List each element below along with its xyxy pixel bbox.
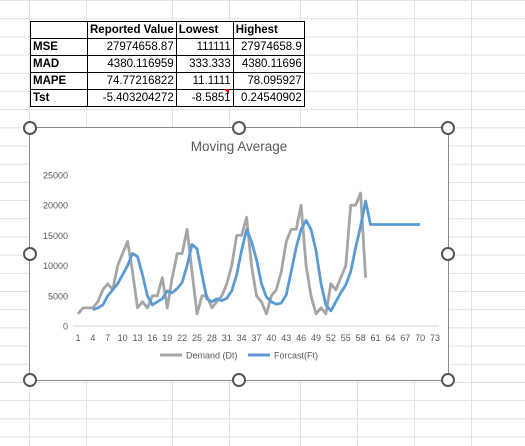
cell-highest[interactable]: 4380.11696 <box>232 55 305 73</box>
cell-lowest[interactable]: 333.333 <box>175 55 234 73</box>
table-header-reported[interactable]: Reported Value <box>87 21 177 39</box>
cell-reported[interactable]: -5.403204272 <box>87 89 177 107</box>
y-tick-label: 20000 <box>43 201 68 211</box>
line-chart: Moving Average 0 5000 10000 15000 20000 25000… <box>43 139 440 361</box>
resize-handle-bottom-right[interactable] <box>441 373 455 387</box>
x-tick-label: 25 <box>192 333 202 343</box>
series-line-forecast[interactable] <box>92 199 421 313</box>
row-label-mse[interactable]: MSE <box>30 38 88 56</box>
cell-highest[interactable]: 27974658.9 <box>232 38 305 56</box>
x-axis: 1 4 7 10 13 16 19 22 25 28 31 34 37 40 43 46 49 52 55 58 61 6… <box>73 325 440 343</box>
table-row: Tst -5.403204272 -8.5851 0.24540902 <box>30 89 305 107</box>
x-tick-label: 58 <box>356 333 366 343</box>
x-tick-label: 37 <box>251 333 261 343</box>
x-tick-label: 7 <box>105 333 110 343</box>
statistics-table: Reported Value Lowest Highest MSE 279746… <box>30 21 305 107</box>
cell-lowest[interactable]: 11.1111 <box>175 72 234 90</box>
x-tick-label: 64 <box>385 333 395 343</box>
series-line-demand[interactable] <box>76 191 367 316</box>
cell-reported[interactable]: 4380.116959 <box>87 55 177 73</box>
x-tick-label: 10 <box>118 333 128 343</box>
x-tick-label: 67 <box>400 333 410 343</box>
x-tick-label: 34 <box>237 333 247 343</box>
resize-handle-top-right[interactable] <box>441 121 455 135</box>
x-tick-label: 49 <box>311 333 321 343</box>
resize-handle-top-center[interactable] <box>232 121 246 135</box>
x-tick-label: 28 <box>207 333 217 343</box>
x-tick-label: 43 <box>281 333 291 343</box>
series-group <box>76 191 421 316</box>
cell-reported[interactable]: 74.77216822 <box>87 72 177 90</box>
x-tick-label: 55 <box>341 333 351 343</box>
resize-handle-bottom-left[interactable] <box>23 373 37 387</box>
cell-lowest[interactable]: -8.5851 <box>175 89 234 107</box>
row-label-mape[interactable]: MAPE <box>30 72 88 90</box>
x-tick-label: 61 <box>370 333 380 343</box>
x-tick-label: 73 <box>430 333 440 343</box>
y-axis: 0 5000 10000 15000 20000 25000 <box>43 171 68 332</box>
resize-handle-middle-right[interactable] <box>441 247 455 261</box>
row-label-mad[interactable]: MAD <box>30 55 88 73</box>
row-label-tst[interactable]: Tst <box>30 89 88 107</box>
table-header-row: Reported Value Lowest Highest <box>30 21 305 39</box>
y-tick-label: 0 <box>63 322 68 332</box>
legend-label: Demand (Dt) <box>186 351 238 361</box>
y-tick-label: 15000 <box>43 231 68 241</box>
column-divider <box>471 0 472 446</box>
table-header-highest[interactable]: Highest <box>232 21 305 39</box>
y-tick-label: 5000 <box>48 291 68 301</box>
x-tick-label: 4 <box>90 333 95 343</box>
x-tick-label: 52 <box>326 333 336 343</box>
chart-title: Moving Average <box>191 139 288 154</box>
x-tick-label: 46 <box>296 333 306 343</box>
x-tick-label: 22 <box>177 333 187 343</box>
cell-highest[interactable]: 78.095927 <box>232 72 305 90</box>
resize-handle-top-left[interactable] <box>23 121 37 135</box>
table-row: MAPE 74.77216822 11.1111 78.095927 <box>30 72 305 90</box>
table-row: MAD 4380.116959 333.333 4380.11696 <box>30 55 305 73</box>
y-tick-label: 25000 <box>43 171 68 181</box>
table-header-empty[interactable] <box>30 21 88 39</box>
x-tick-label: 1 <box>75 333 80 343</box>
table-row: MSE 27974658.87 111111 27974658.9 <box>30 38 305 56</box>
x-tick-label: 40 <box>266 333 276 343</box>
resize-handle-middle-left[interactable] <box>23 247 37 261</box>
cell-reported[interactable]: 27974658.87 <box>87 38 177 56</box>
cell-highest[interactable]: 0.24540902 <box>232 89 305 107</box>
x-tick-label: 70 <box>415 333 425 343</box>
x-tick-label: 31 <box>222 333 232 343</box>
x-tick-label: 16 <box>147 333 157 343</box>
chart-area[interactable]: Moving Average 0 5000 10000 15000 20000 25000… <box>29 127 449 381</box>
comment-indicator-icon[interactable] <box>224 89 229 94</box>
x-tick-label: 19 <box>162 333 172 343</box>
resize-handle-bottom-center[interactable] <box>232 373 246 387</box>
cell-lowest[interactable]: 111111 <box>175 38 234 56</box>
chart-legend: Demand (Dt) Forcast(Ft) <box>160 351 318 361</box>
table-header-lowest[interactable]: Lowest <box>175 21 234 39</box>
y-tick-label: 10000 <box>43 261 68 271</box>
legend-label: Forcast(Ft) <box>274 351 318 361</box>
x-tick-label: 13 <box>132 333 142 343</box>
